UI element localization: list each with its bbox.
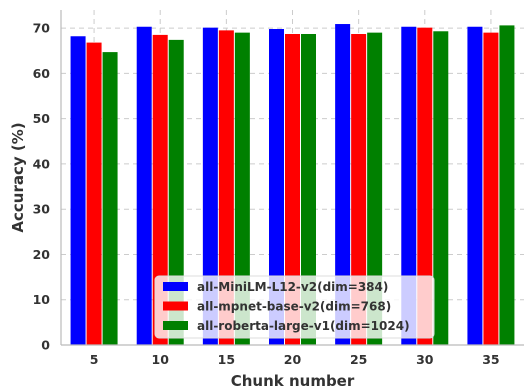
bar — [202, 27, 218, 346]
bar — [285, 33, 300, 345]
bar — [335, 24, 351, 345]
y-axis-label: Accuracy (%) — [9, 122, 27, 232]
bar — [301, 33, 316, 345]
bar — [86, 42, 102, 345]
bar — [499, 25, 515, 345]
y-tick-label: 20 — [33, 247, 51, 262]
x-axis-label: Chunk number — [231, 372, 355, 388]
legend: all-MiniLM-L12-v2(dim=384) all-mpnet-base… — [154, 275, 435, 339]
y-tick-label: 40 — [33, 156, 51, 171]
bar — [401, 26, 417, 345]
y-tick-label: 0 — [41, 338, 50, 353]
axes-layer — [60, 10, 524, 346]
x-tick-label: 15 — [218, 352, 235, 367]
legend-swatch — [163, 301, 188, 311]
x-tick-label: 10 — [152, 352, 170, 367]
ticks-layer: 0 10 20 30 40 50 60 70 5 10 15 20 25 30 35 — [33, 21, 500, 367]
y-tick-label: 70 — [33, 21, 51, 36]
bar — [433, 31, 449, 345]
legend-entry: all-mpnet-base-v2(dim=768) — [197, 300, 391, 314]
legend-swatch — [163, 282, 188, 291]
y-tick-label: 10 — [33, 292, 51, 307]
x-tick-label: 5 — [90, 352, 99, 367]
bar — [218, 30, 234, 346]
legend-entry: all-MiniLM-L12-v2(dim=384) — [197, 280, 388, 294]
x-tick-label: 35 — [482, 352, 499, 367]
bar — [351, 33, 367, 345]
bar — [467, 26, 483, 345]
y-tick-label: 50 — [33, 111, 51, 126]
bar — [234, 32, 250, 346]
y-tick-label: 60 — [33, 66, 51, 81]
bar — [367, 32, 383, 346]
x-tick-label: 25 — [350, 352, 367, 367]
bar — [136, 26, 152, 345]
bar — [417, 27, 433, 346]
legend-box — [154, 275, 435, 339]
bars-layer — [70, 24, 515, 346]
bar — [152, 34, 168, 345]
bar — [102, 52, 118, 346]
x-tick-label: 30 — [416, 352, 434, 367]
x-tick-label: 20 — [284, 352, 302, 367]
bar — [483, 32, 499, 346]
legend-entry: all-roberta-large-v1(dim=1024) — [197, 319, 410, 333]
y-tick-label: 30 — [33, 202, 51, 217]
bar — [269, 29, 284, 345]
legend-swatch — [163, 321, 188, 330]
bar — [70, 36, 86, 346]
bar — [168, 39, 184, 345]
